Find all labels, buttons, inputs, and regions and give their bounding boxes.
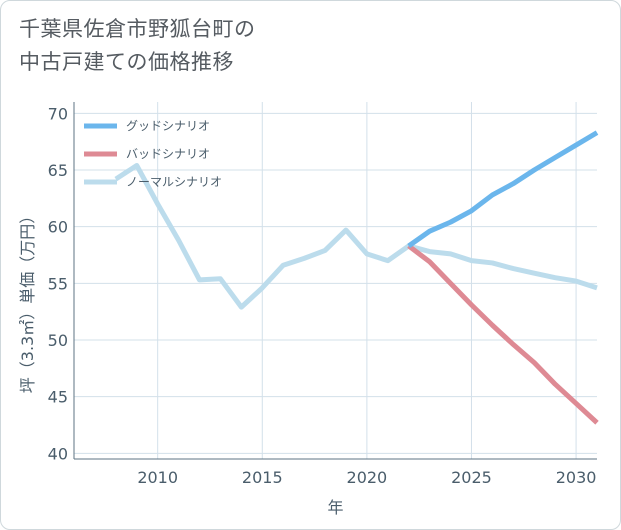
legend-label: バッドシナリオ	[126, 147, 210, 161]
y-tick-label: 45	[48, 388, 68, 407]
y-tick-label: 40	[48, 444, 68, 463]
legend-label: グッドシナリオ	[126, 119, 210, 133]
y-tick-label: 65	[48, 161, 68, 180]
x-tick-label: 2025	[451, 468, 492, 487]
axes	[73, 102, 597, 460]
y-tick-label: 60	[48, 218, 68, 237]
series-line	[407, 130, 599, 248]
x-tick-label: 2030	[556, 468, 597, 487]
x-tick-label: 2010	[137, 468, 178, 487]
y-axis-label: 坪（3.3㎡）単価（万円）	[18, 208, 37, 393]
x-tick-label: 2020	[347, 468, 388, 487]
tick-labels: 2010 2015 2020 2025 2030 40 45 50 55 60 65 70	[48, 104, 597, 487]
series-line	[407, 243, 599, 425]
series-lines	[114, 130, 599, 425]
chart-title: 千葉県佐倉市野狐台町の 中古戸建ての価格推移	[19, 17, 256, 74]
y-tick-label: 70	[48, 104, 68, 123]
y-tick-label: 55	[48, 274, 68, 293]
y-tick-label: 50	[48, 331, 68, 350]
x-tick-label: 2015	[242, 468, 283, 487]
x-axis-label: 年	[327, 498, 343, 517]
series-line	[114, 162, 598, 310]
legend-label: ノーマルシナリオ	[126, 175, 222, 189]
